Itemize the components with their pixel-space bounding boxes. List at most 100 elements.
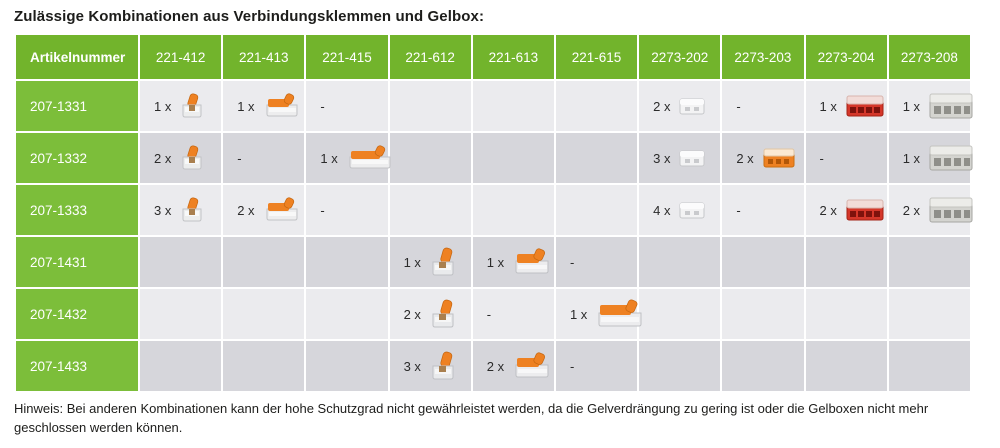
row-label-207-1333: 207-1333 bbox=[16, 185, 138, 235]
combination-cell bbox=[639, 289, 721, 339]
combination-cell: - bbox=[722, 81, 804, 131]
combination-cell: - bbox=[306, 185, 388, 235]
quantity-label: 1 x bbox=[154, 98, 172, 114]
combination-cell: - bbox=[223, 133, 305, 183]
combination-cell: 2 x bbox=[639, 81, 721, 131]
quantity-label: 3 x bbox=[653, 150, 671, 166]
combination-cell bbox=[140, 289, 222, 339]
column-header-221-612: 221-612 bbox=[389, 35, 471, 79]
quantity-label: 1 x bbox=[902, 150, 921, 166]
combination-cell bbox=[306, 289, 388, 339]
not-allowed-dash: - bbox=[736, 202, 741, 218]
combination-cell bbox=[389, 133, 471, 183]
combination-cell: 1 x bbox=[805, 81, 887, 131]
combination-cell bbox=[472, 133, 554, 183]
combination-cell bbox=[472, 185, 554, 235]
row-label-207-1331: 207-1331 bbox=[16, 81, 138, 131]
combination-cell: 1 x bbox=[389, 237, 471, 287]
combination-cell: 2 x bbox=[389, 289, 471, 339]
combination-cell: 2 x bbox=[472, 341, 554, 391]
connector-2273-203-icon bbox=[763, 148, 795, 168]
column-header-2273-204: 2273-204 bbox=[805, 35, 887, 79]
table-row-207-1432: 207-1432 2 x - 1 x bbox=[16, 289, 970, 339]
combination-cell: 1 x bbox=[888, 133, 973, 183]
combination-cell: 2 x bbox=[223, 185, 305, 235]
combination-cell bbox=[888, 237, 970, 287]
combination-cell bbox=[639, 237, 721, 287]
quantity-label: 3 x bbox=[403, 358, 421, 374]
combination-cell bbox=[555, 133, 638, 183]
combination-cell: 1 x bbox=[223, 81, 305, 131]
quantity-label: 1 x bbox=[320, 150, 338, 166]
quantity-label: 2 x bbox=[902, 202, 921, 218]
quantity-label: 2 x bbox=[819, 202, 837, 218]
column-header-221-415: 221-415 bbox=[306, 35, 388, 79]
connector-2273-208-icon bbox=[929, 197, 973, 223]
connector-2273-202-icon bbox=[679, 97, 705, 115]
not-allowed-dash: - bbox=[486, 306, 492, 322]
combination-cell: 1 x bbox=[555, 289, 642, 339]
quantity-label: 2 x bbox=[486, 358, 505, 374]
combination-cell bbox=[722, 237, 804, 287]
table-header-row: Artikelnummer 221-412 221-413 221-415 221-61… bbox=[16, 35, 970, 79]
combination-cell: 4 x bbox=[639, 185, 721, 235]
not-allowed-dash: - bbox=[819, 150, 824, 166]
page: Zulässige Kombinationen aus Verbindungsk… bbox=[14, 8, 973, 435]
table-body: 207-1331 1 x 1 x - 2 x - 1 x 1 x 207-1332 2 x - 1 x… bbox=[16, 81, 973, 391]
quantity-label: 2 x bbox=[736, 150, 754, 166]
column-header-2273-203: 2273-203 bbox=[722, 35, 804, 79]
combination-cell bbox=[805, 237, 887, 287]
combination-cell bbox=[140, 237, 222, 287]
row-label-207-1332: 207-1332 bbox=[16, 133, 138, 183]
column-header-2273-208: 2273-208 bbox=[888, 35, 970, 79]
combination-cell: 2 x bbox=[888, 185, 973, 235]
not-allowed-dash: - bbox=[569, 254, 575, 270]
connector-221-613-icon bbox=[513, 248, 551, 276]
connector-221-612-icon bbox=[430, 247, 456, 277]
quantity-label: 1 x bbox=[486, 254, 505, 270]
combination-cell: - bbox=[306, 81, 388, 131]
table-row-207-1431: 207-1431 1 x 1 x - bbox=[16, 237, 970, 287]
not-allowed-dash: - bbox=[320, 202, 325, 218]
quantity-label: 2 x bbox=[653, 98, 671, 114]
connector-221-613-icon bbox=[513, 352, 551, 380]
combination-cell: 3 x bbox=[389, 341, 471, 391]
page-title: Zulässige Kombinationen aus Verbindungsk… bbox=[14, 8, 485, 25]
combination-cell bbox=[389, 81, 471, 131]
combination-cell: 2 x bbox=[140, 133, 222, 183]
quantity-label: 2 x bbox=[237, 202, 255, 218]
column-header-2273-202: 2273-202 bbox=[639, 35, 721, 79]
combination-cell bbox=[223, 341, 305, 391]
combination-cell: 1 x bbox=[888, 81, 973, 131]
connector-2273-204-icon bbox=[846, 95, 884, 117]
row-label-207-1433: 207-1433 bbox=[16, 341, 138, 391]
quantity-label: 1 x bbox=[819, 98, 837, 114]
column-header-221-615: 221-615 bbox=[555, 35, 638, 79]
column-header-artikelnummer: Artikelnummer bbox=[16, 35, 138, 79]
combination-cell bbox=[805, 289, 887, 339]
quantity-label: 1 x bbox=[902, 98, 921, 114]
note-text: Hinweis: Bei anderen Kombinationen kann … bbox=[14, 401, 929, 435]
combination-cell bbox=[306, 237, 388, 287]
combination-cell bbox=[555, 185, 638, 235]
combination-cell: 3 x bbox=[639, 133, 721, 183]
column-header-221-412: 221-412 bbox=[140, 35, 222, 79]
quantity-label: 2 x bbox=[154, 150, 172, 166]
connector-2273-204-icon bbox=[846, 199, 884, 221]
combination-cell: - bbox=[805, 133, 887, 183]
table-row-207-1331: 207-1331 1 x 1 x - 2 x - 1 x 1 x bbox=[16, 81, 973, 131]
combination-cell: - bbox=[555, 341, 638, 391]
combination-cell bbox=[223, 289, 305, 339]
connector-221-413-icon bbox=[264, 93, 300, 119]
connector-2273-208-icon bbox=[929, 145, 973, 171]
table-row-207-1332: 207-1332 2 x - 1 x 3 x 2 x - 1 x bbox=[16, 133, 973, 183]
table-row-207-1333: 207-1333 3 x 2 x - 4 x - 2 x 2 x bbox=[16, 185, 973, 235]
combination-cell bbox=[888, 341, 970, 391]
combination-cell: 1 x bbox=[472, 237, 554, 287]
combination-cell bbox=[306, 341, 388, 391]
combination-cell bbox=[555, 81, 638, 131]
combination-cell: - bbox=[555, 237, 638, 287]
combination-cell: 2 x bbox=[722, 133, 804, 183]
connector-221-412-icon bbox=[180, 197, 204, 223]
row-label-207-1432: 207-1432 bbox=[16, 289, 138, 339]
